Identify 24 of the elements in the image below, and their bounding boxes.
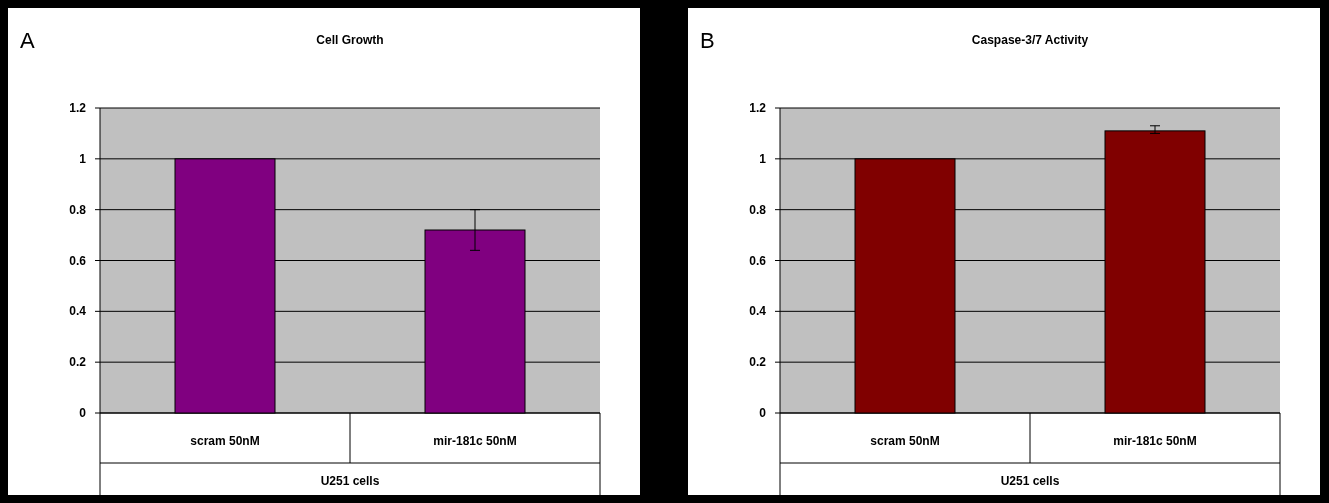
y-tick-label: 0.6	[749, 253, 767, 268]
y-tick-label: 0.6	[69, 253, 87, 268]
x-tick-label: scram 50nM	[870, 434, 940, 448]
y-tick-label: 1.2	[749, 101, 767, 115]
y-tick-label: 0.2	[69, 355, 87, 370]
x-axis-title: U251 cells	[1000, 474, 1060, 488]
x-axis-title: U251 cells	[320, 474, 380, 488]
y-tick-label: 0.2	[749, 355, 767, 370]
text: A	[20, 28, 35, 53]
x-tick-label: mir-181c 50nM	[433, 434, 517, 448]
y-tick-label: 0.8	[749, 202, 767, 217]
x-tick-label: mir-181c 50nM	[1113, 434, 1197, 448]
y-tick-label: 1	[79, 151, 87, 166]
y-tick-label: 0	[759, 406, 767, 420]
text: B	[700, 28, 715, 53]
y-tick-label: 0.8	[69, 202, 87, 217]
y-tick-label: 0.4	[749, 304, 767, 319]
y-tick-label: 1	[759, 151, 767, 166]
y-tick-label: 0	[79, 406, 87, 420]
chart-title: Caspase-3/7 Activity	[971, 33, 1089, 47]
y-tick-label: 0.4	[69, 304, 87, 319]
y-tick-label: 1.2	[69, 101, 87, 115]
x-tick-label: scram 50nM	[190, 434, 260, 448]
chart-title: Cell Growth	[316, 33, 384, 47]
